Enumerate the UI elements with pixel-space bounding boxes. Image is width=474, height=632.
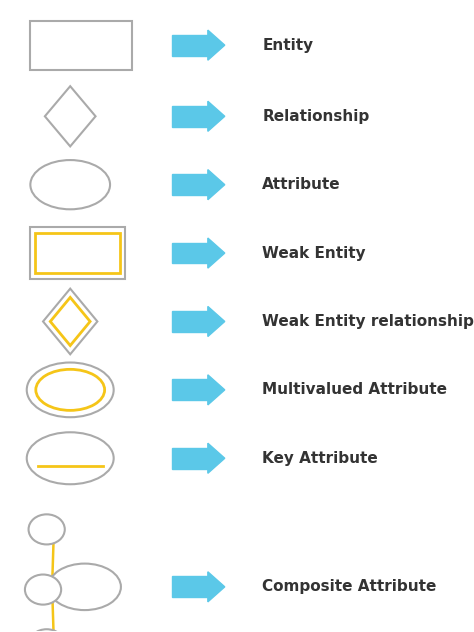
Polygon shape <box>45 86 96 147</box>
Polygon shape <box>43 289 97 355</box>
Bar <box>35 233 120 273</box>
Bar <box>30 227 125 279</box>
Bar <box>172 106 208 126</box>
Polygon shape <box>208 307 225 336</box>
Ellipse shape <box>28 629 65 632</box>
Bar <box>172 174 208 195</box>
Text: Attribute: Attribute <box>262 177 341 192</box>
Ellipse shape <box>27 363 114 417</box>
Polygon shape <box>208 101 225 131</box>
Text: Weak Entity relationship: Weak Entity relationship <box>262 314 474 329</box>
Bar <box>172 448 208 469</box>
Polygon shape <box>208 169 225 200</box>
Text: Multivalued Attribute: Multivalued Attribute <box>262 382 447 398</box>
Bar <box>172 576 208 597</box>
Text: Entity: Entity <box>262 38 313 52</box>
Bar <box>30 20 132 70</box>
Bar <box>172 379 208 400</box>
Text: Relationship: Relationship <box>262 109 369 124</box>
Polygon shape <box>208 443 225 473</box>
Polygon shape <box>208 375 225 405</box>
Polygon shape <box>208 238 225 268</box>
Polygon shape <box>208 572 225 602</box>
Text: Key Attribute: Key Attribute <box>262 451 378 466</box>
Ellipse shape <box>48 564 121 610</box>
Polygon shape <box>208 30 225 60</box>
Bar <box>172 35 208 56</box>
Ellipse shape <box>27 432 114 484</box>
Ellipse shape <box>30 160 110 209</box>
Ellipse shape <box>25 574 61 605</box>
Polygon shape <box>50 298 90 346</box>
Text: Weak Entity: Weak Entity <box>262 246 366 260</box>
Text: Composite Attribute: Composite Attribute <box>262 580 437 594</box>
Bar <box>172 311 208 332</box>
Ellipse shape <box>36 369 105 410</box>
Bar <box>172 243 208 264</box>
Ellipse shape <box>28 514 65 544</box>
